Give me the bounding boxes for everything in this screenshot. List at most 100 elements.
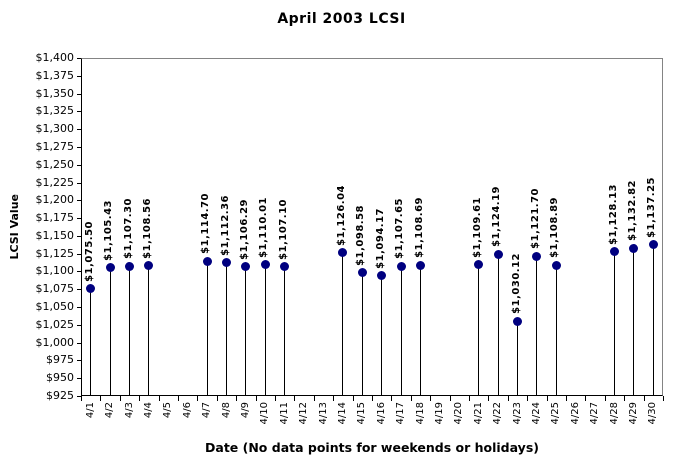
data-point-label: $1,098.58 — [355, 204, 367, 266]
x-tick-label: 4/15 — [356, 402, 368, 425]
data-point-marker — [357, 267, 367, 277]
x-axis-tick — [566, 396, 567, 401]
data-point-marker — [144, 260, 154, 270]
y-tick-label: $975 — [46, 353, 74, 367]
x-tick-label: 4/21 — [472, 402, 484, 425]
data-point-marker — [377, 271, 387, 281]
x-tick-label: 4/14 — [336, 402, 348, 425]
data-point-label: $1,030.12 — [510, 253, 522, 315]
y-tick-label: $1,125 — [35, 246, 75, 260]
y-tick-label: $1,150 — [35, 228, 75, 242]
data-point-stem — [342, 252, 344, 396]
y-axis-tick — [77, 58, 81, 59]
x-axis-tick — [119, 396, 121, 401]
x-tick-label: 4/20 — [453, 402, 465, 425]
x-tick-label: 4/18 — [414, 402, 426, 425]
x-tick-label: 4/16 — [375, 402, 387, 425]
data-point-stem — [361, 272, 363, 396]
x-axis-tick — [391, 396, 393, 401]
x-axis-tick — [81, 396, 82, 401]
x-axis-tick — [624, 396, 626, 401]
plot-area — [81, 58, 663, 396]
x-axis-tick — [197, 396, 199, 401]
y-axis-tick — [77, 129, 81, 131]
data-point-stem — [245, 266, 247, 396]
x-tick-label: 4/2 — [104, 402, 116, 419]
x-axis-tick — [275, 396, 276, 401]
data-point-label: $1,121.70 — [529, 188, 541, 250]
data-point-stem — [420, 265, 421, 396]
data-point-label: $1,112.36 — [219, 194, 231, 256]
data-point-stem — [148, 265, 150, 396]
data-point-marker — [202, 256, 212, 266]
y-axis-tick — [77, 307, 81, 309]
data-point-marker — [222, 258, 231, 268]
data-point-stem — [226, 262, 227, 396]
y-tick-label: $1,375 — [35, 68, 75, 82]
y-axis-tick — [77, 378, 81, 380]
y-tick-label: $1,100 — [35, 264, 75, 278]
x-axis-tick — [216, 396, 218, 401]
y-tick-label: $1,050 — [35, 300, 75, 314]
data-point-marker — [629, 243, 639, 253]
y-axis-tick — [77, 271, 81, 273]
x-axis-tick — [488, 396, 490, 401]
y-axis-tick — [77, 396, 81, 397]
x-axis-tick — [546, 396, 548, 401]
x-tick-label: 4/26 — [569, 402, 581, 425]
x-tick-label: 4/12 — [298, 402, 310, 425]
y-tick-label: $1,225 — [35, 175, 75, 189]
y-axis-tick — [77, 75, 81, 77]
data-point-label: $1,109.61 — [471, 196, 483, 258]
data-point-stem — [90, 288, 92, 396]
x-axis-tick — [430, 396, 432, 401]
x-axis-tick — [372, 396, 373, 401]
x-tick-label: 4/6 — [181, 402, 193, 419]
y-tick-label: $1,250 — [35, 157, 75, 171]
y-tick-label: $1,075 — [35, 282, 75, 296]
data-point-marker — [513, 316, 522, 326]
x-axis-tick — [643, 396, 645, 401]
data-point-label: $1,107.10 — [277, 198, 289, 260]
data-point-marker — [280, 261, 290, 271]
data-point-marker — [610, 246, 619, 256]
data-point-marker — [648, 240, 658, 250]
y-tick-label: $1,000 — [35, 335, 75, 349]
data-point-label: $1,108.56 — [141, 197, 153, 259]
x-tick-label: 4/13 — [317, 402, 329, 425]
y-tick-label: $1,025 — [35, 317, 75, 331]
y-axis-tick — [77, 360, 81, 362]
x-tick-label: 4/7 — [201, 402, 213, 419]
x-tick-label: 4/3 — [123, 402, 135, 419]
x-axis-tick — [236, 396, 238, 401]
data-point-marker — [260, 259, 270, 269]
x-axis-tick — [604, 396, 606, 401]
data-point-marker — [474, 260, 484, 270]
data-point-stem — [478, 264, 480, 396]
x-axis-tick — [527, 396, 529, 401]
y-tick-label: $1,300 — [35, 122, 75, 136]
x-axis-tick — [333, 396, 335, 401]
x-axis-tick — [663, 396, 664, 401]
data-point-stem — [129, 266, 130, 396]
data-point-stem — [652, 244, 654, 396]
x-tick-label: 4/9 — [239, 402, 251, 419]
x-axis-tick — [139, 396, 141, 401]
x-tick-label: 4/11 — [278, 402, 290, 425]
data-point-stem — [109, 267, 111, 396]
data-point-stem — [264, 264, 266, 396]
data-point-marker — [125, 261, 134, 271]
data-point-marker — [86, 284, 96, 294]
data-point-marker — [396, 261, 406, 271]
x-tick-label: 4/10 — [259, 402, 271, 425]
x-axis-tick — [352, 396, 354, 401]
x-tick-label: 4/19 — [433, 402, 445, 425]
y-axis-tick — [77, 111, 81, 113]
y-tick-label: $1,175 — [35, 211, 75, 225]
data-point-stem — [206, 261, 208, 396]
x-tick-label: 4/24 — [530, 402, 542, 425]
y-tick-label: $1,275 — [35, 139, 75, 153]
y-axis-tick — [77, 324, 81, 326]
y-axis-tick — [77, 342, 81, 344]
data-point-stem — [614, 251, 615, 396]
